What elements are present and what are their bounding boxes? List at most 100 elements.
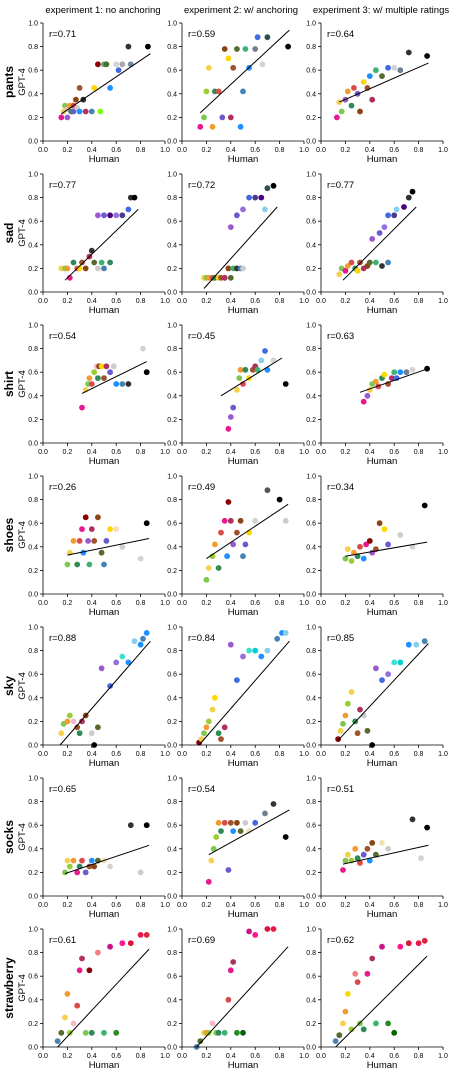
data-point bbox=[91, 85, 98, 91]
data-point bbox=[64, 265, 71, 272]
y-tick-label: 0.0 bbox=[306, 290, 316, 297]
panel-strawberry-3: 0.0 0.2 0.4 0.6 0.8 1.0 0.0 0.2 0.4 0.6 0.8 1.0 Huma… bbox=[306, 927, 448, 1072]
data-point bbox=[348, 558, 355, 564]
x-tick-label: 0.2 bbox=[341, 751, 351, 758]
regression-line bbox=[81, 361, 147, 394]
data-point bbox=[354, 730, 361, 737]
data-point bbox=[107, 85, 113, 91]
data-point bbox=[418, 855, 424, 862]
data-point bbox=[403, 369, 410, 376]
x-tick-label: 0.6 bbox=[250, 751, 260, 758]
regression-line bbox=[198, 640, 290, 746]
y-tick-label: 0.4 bbox=[306, 242, 316, 249]
y-tick-label: 0.0 bbox=[306, 139, 316, 146]
data-point bbox=[357, 108, 363, 115]
data-point bbox=[369, 955, 376, 962]
data-point bbox=[79, 259, 85, 266]
regression-line bbox=[345, 541, 428, 557]
row-label-sad: sad bbox=[2, 223, 16, 244]
data-point bbox=[276, 496, 283, 503]
data-point bbox=[221, 46, 228, 52]
x-tick-label: 0.0 bbox=[177, 147, 187, 154]
data-point bbox=[230, 64, 237, 71]
x-tick-label: 0.2 bbox=[341, 449, 351, 456]
data-point bbox=[227, 517, 234, 524]
x-tick-label: 0.0 bbox=[316, 298, 326, 305]
data-point bbox=[340, 1020, 346, 1027]
x-tick-label: 0.4 bbox=[226, 298, 236, 305]
y-tick-label: 0.0 bbox=[306, 1045, 316, 1052]
column-title-2: experiment 2: w/ anchoring bbox=[184, 5, 298, 16]
data-point bbox=[76, 538, 83, 544]
regression-line bbox=[57, 948, 150, 1048]
x-tick-label: 0.8 bbox=[136, 902, 146, 909]
regression-line bbox=[359, 369, 425, 393]
data-point bbox=[79, 857, 85, 864]
x-tick-label: 1.0 bbox=[299, 449, 309, 456]
data-point bbox=[107, 526, 113, 532]
x-axis-label: Human bbox=[367, 456, 398, 467]
data-point bbox=[215, 88, 222, 95]
x-tick-label: 0.8 bbox=[414, 902, 424, 909]
data-point bbox=[246, 928, 253, 935]
data-point bbox=[218, 736, 224, 742]
data-point bbox=[58, 114, 65, 121]
row-label-shirt: shirt bbox=[2, 371, 16, 397]
x-tick-label: 0.4 bbox=[226, 147, 236, 154]
data-point bbox=[337, 727, 344, 734]
data-point bbox=[215, 819, 222, 826]
data-point bbox=[107, 683, 113, 689]
data-point bbox=[64, 561, 71, 568]
data-point bbox=[203, 724, 210, 731]
panel-pants-1: GPT-4 0.0 0.2 0.4 0.6 0.8 1.0 0.0 0.2 0.4 0.6 0.8 1.… bbox=[17, 21, 170, 166]
data-point bbox=[101, 561, 107, 568]
data-point bbox=[101, 265, 107, 272]
panel-socks-3: 0.0 0.2 0.4 0.6 0.8 1.0 0.0 0.2 0.4 0.6 0.8 1.0 Huma… bbox=[306, 776, 448, 921]
data-point bbox=[131, 638, 138, 645]
y-tick-label: 0.6 bbox=[28, 823, 38, 830]
x-tick-label: 1.0 bbox=[299, 1053, 309, 1060]
correlation-label: r=0.62 bbox=[327, 935, 354, 946]
correlation-label: r=0.61 bbox=[49, 935, 76, 946]
data-point bbox=[221, 274, 228, 281]
x-tick-label: 0.2 bbox=[341, 600, 351, 607]
x-axis-label: Human bbox=[367, 758, 398, 769]
data-point bbox=[421, 502, 428, 509]
x-tick-label: 0.4 bbox=[226, 751, 236, 758]
data-point bbox=[234, 677, 240, 683]
row-label-socks: socks bbox=[2, 820, 16, 854]
data-point bbox=[70, 1020, 77, 1027]
x-tick-label: 0.4 bbox=[226, 1053, 236, 1060]
data-point bbox=[352, 970, 359, 977]
x-axis-label: Human bbox=[89, 154, 120, 165]
y-axis-label: GPT-4 bbox=[17, 370, 28, 397]
x-tick-label: 0.0 bbox=[38, 147, 48, 154]
data-point bbox=[70, 857, 77, 864]
data-point bbox=[376, 520, 383, 527]
data-point bbox=[391, 212, 398, 219]
data-point bbox=[95, 212, 101, 219]
data-point bbox=[131, 194, 138, 201]
x-axis-label: Human bbox=[228, 607, 259, 618]
x-tick-label: 0.4 bbox=[87, 298, 97, 305]
data-point bbox=[270, 182, 277, 189]
x-tick-label: 1.0 bbox=[438, 751, 448, 758]
data-point bbox=[348, 102, 355, 109]
panel-shoes-2: 0.0 0.2 0.4 0.6 0.8 1.0 0.0 0.2 0.4 0.6 0.8 1.0 Huma… bbox=[167, 474, 309, 619]
y-tick-label: 0.2 bbox=[167, 568, 177, 575]
y-tick-label: 0.6 bbox=[28, 521, 38, 528]
x-tick-label: 0.6 bbox=[250, 147, 260, 154]
data-point bbox=[62, 1014, 68, 1021]
data-point bbox=[101, 1029, 107, 1036]
data-point bbox=[212, 541, 218, 548]
data-point bbox=[119, 543, 126, 550]
x-tick-label: 0.2 bbox=[63, 751, 73, 758]
x-tick-label: 1.0 bbox=[160, 902, 170, 909]
data-point bbox=[119, 940, 126, 947]
y-tick-label: 0.8 bbox=[306, 44, 316, 51]
data-point bbox=[205, 64, 212, 71]
x-tick-label: 0.2 bbox=[63, 298, 73, 305]
data-point bbox=[385, 845, 391, 852]
